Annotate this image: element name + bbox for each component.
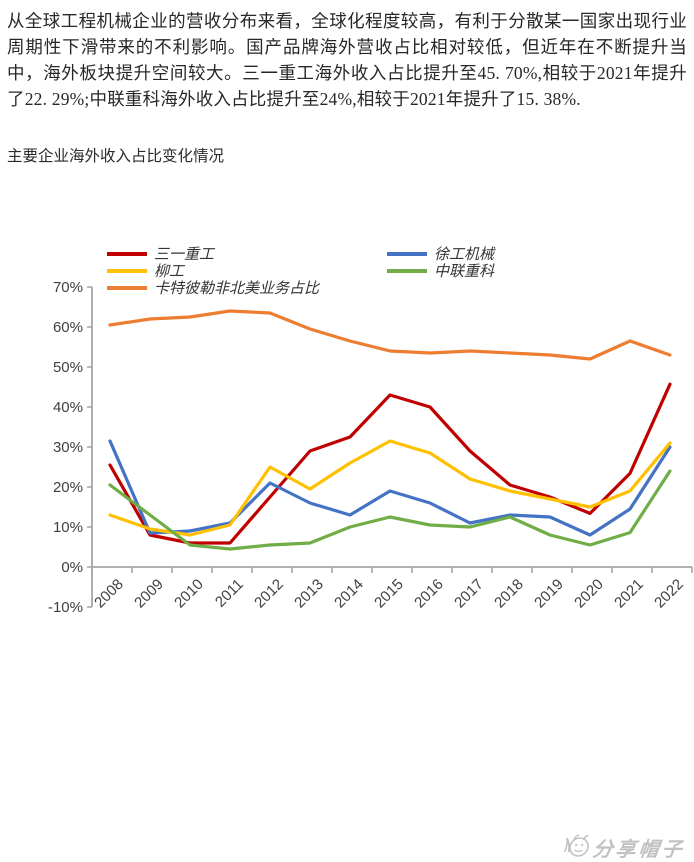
y-axis-tick-label: 30% (53, 439, 83, 456)
x-axis-tick-label: 2011 (212, 576, 247, 611)
legend-label: 柳工 (154, 262, 186, 280)
x-axis-tick-label: 2010 (171, 576, 207, 612)
y-axis-tick-label: 50% (53, 359, 83, 376)
legend-label: 中联重科 (434, 262, 495, 280)
legend-item-1: 三一重工 (107, 245, 216, 263)
y-axis-tick-label: 20% (53, 479, 83, 496)
x-axis-tick-label: 2013 (291, 576, 327, 612)
legend-label: 徐工机械 (434, 245, 496, 263)
x-axis-tick-label: 2021 (611, 576, 647, 612)
article-page: 从全球工程机械企业的营收分布来看，全球化程度较高，有利于分散某一国家出现行业周期… (7, 11, 693, 861)
legend-item-3: 柳工 (107, 262, 186, 280)
x-axis-tick-label: 2015 (371, 576, 407, 612)
x-axis-tick-label: 2012 (251, 576, 287, 612)
legend-item-5: 卡特彼勒非北美业务占比 (107, 279, 321, 297)
legend-item-4: 中联重科 (387, 262, 495, 280)
y-axis-tick-label: 60% (53, 319, 83, 336)
legend-item-2: 徐工机械 (387, 245, 496, 263)
smiley-face-icon (563, 834, 589, 857)
x-axis-tick-label: 2017 (451, 576, 487, 612)
y-axis-tick-label: 0% (61, 559, 83, 576)
legend-label: 卡特彼勒非北美业务占比 (154, 279, 321, 297)
chart-area: 三一重工 徐工机械柳工 中联重科卡特彼勒非北美业务占比 70% 60% 50% 40% 30%… (7, 228, 693, 861)
x-axis-tick-label: 2009 (131, 576, 167, 612)
x-axis-tick-label: 2018 (491, 576, 527, 612)
series-line-1 (108, 382, 672, 545)
x-axis-tick-label: 2019 (531, 576, 567, 612)
y-axis-tick-label: 10% (53, 519, 83, 536)
watermark: 分享帽子 (561, 832, 686, 862)
series-line-4 (108, 469, 672, 551)
series-line-2 (108, 439, 672, 537)
x-axis-tick-label: 2016 (411, 576, 447, 612)
legend-label: 三一重工 (154, 245, 216, 263)
series-line-5 (108, 309, 672, 361)
article-paragraph: 从全球工程机械企业的营收分布来看，全球化程度较高，有利于分散某一国家出现行业周期… (7, 11, 687, 109)
chart-title: 主要企业海外收入占比变化情况 (7, 148, 225, 165)
x-axis-tick-label: 2014 (331, 576, 367, 612)
x-axis-tick-label: 2022 (651, 576, 687, 612)
watermark-text: 分享帽子 (591, 836, 687, 861)
y-axis-tick-label: 70% (53, 279, 83, 296)
series-line-3 (108, 439, 672, 537)
x-axis-tick-label: 2020 (571, 576, 607, 612)
y-axis-tick-label: 40% (53, 399, 83, 416)
y-axis-tick-label: -10% (48, 599, 83, 616)
x-axis-tick-label: 2008 (91, 576, 127, 612)
